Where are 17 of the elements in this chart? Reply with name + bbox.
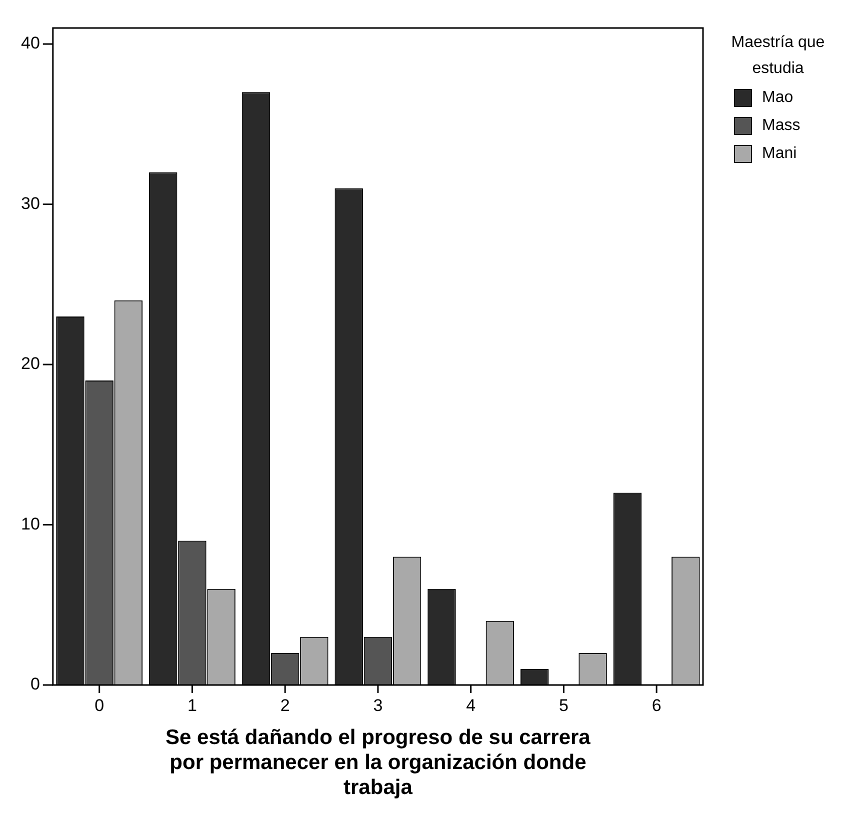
legend-label: Mani: [762, 145, 797, 163]
legend-label: Mao: [762, 89, 794, 107]
y-tick-label: 30: [20, 194, 40, 213]
y-tick-label: 10: [20, 514, 40, 534]
x-tick-label: 5: [558, 696, 568, 715]
y-tick-label: 20: [20, 354, 40, 374]
x-tick-label: 6: [652, 696, 662, 715]
y-tick-label: 0: [30, 674, 40, 694]
x-tick-label: 4: [466, 696, 476, 715]
legend-title: Maestría que estudia: [730, 33, 826, 79]
x-tick-label: 3: [373, 696, 383, 715]
x-axis-title: Se está dañando el progreso de su carrera por permanecer en la organización donde trabaja: [166, 726, 591, 800]
legend-label: Mass: [762, 117, 800, 135]
x-tick-label: 1: [187, 696, 197, 715]
x-tick-label: 0: [94, 696, 104, 715]
y-tick-label: 40: [20, 34, 40, 53]
x-tick-label: 2: [280, 696, 290, 715]
